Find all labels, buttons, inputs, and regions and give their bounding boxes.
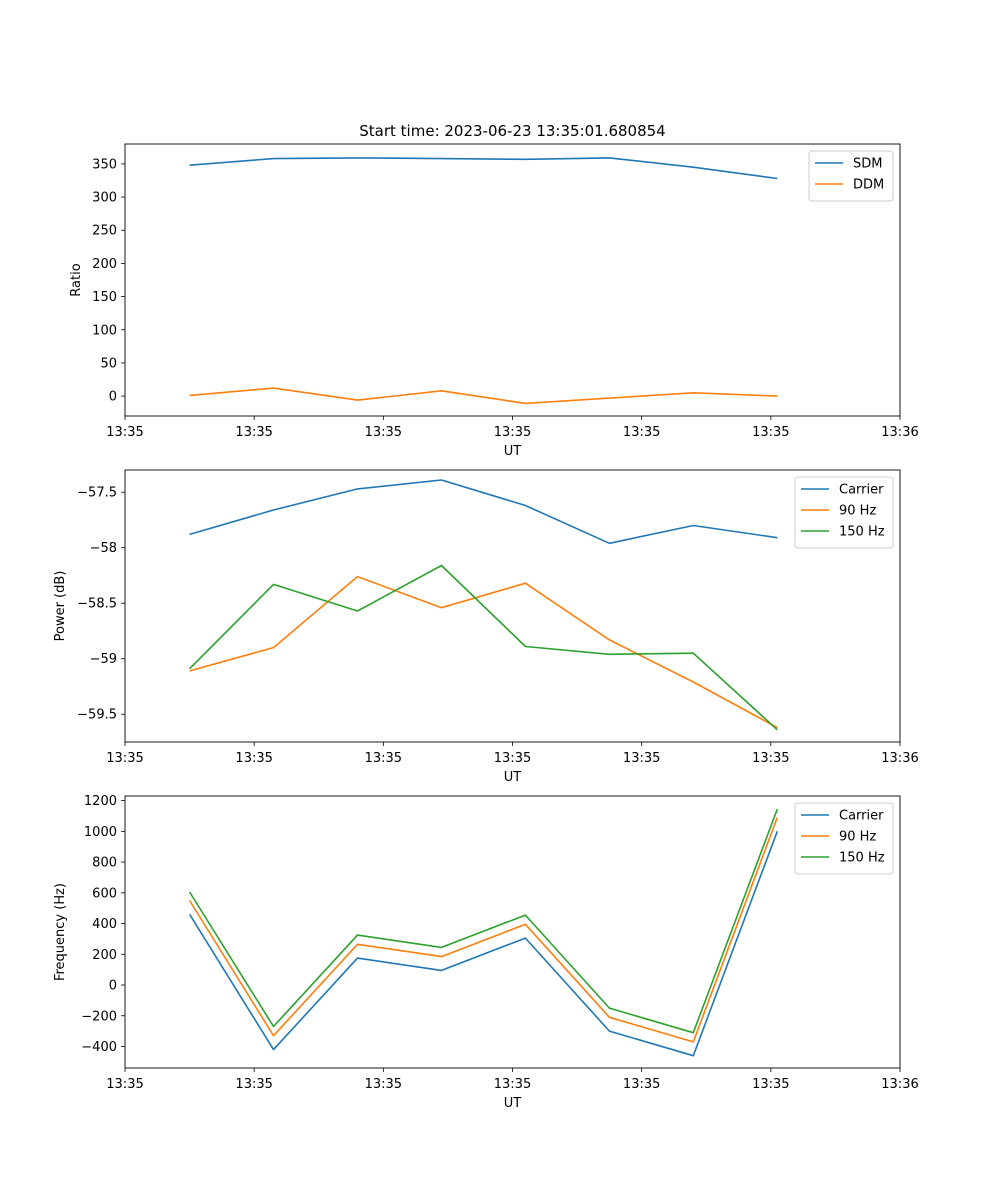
- y-tick-label: 800: [92, 856, 117, 871]
- y-tick-label: 0: [109, 979, 117, 994]
- series-line-150-hz: [188, 808, 779, 1034]
- x-tick-label: 13:35: [623, 425, 660, 440]
- x-tick-label: 13:35: [235, 1077, 272, 1092]
- x-axis-label: UT: [504, 1096, 522, 1111]
- axes-frame: [124, 143, 901, 417]
- x-axis-label: UT: [504, 444, 522, 459]
- y-tick-label: 600: [92, 886, 117, 901]
- y-tick-label: 100: [92, 323, 117, 338]
- x-tick-label: 13:35: [494, 1077, 531, 1092]
- y-axis-label: Power (dB): [53, 571, 68, 642]
- y-tick-label: −200: [81, 1009, 117, 1024]
- x-tick-label: 13:35: [752, 425, 789, 440]
- series-line-carrier: [189, 479, 778, 545]
- x-tick-label: 13:35: [494, 751, 531, 766]
- subplot-1: Start time: 2023-06-23 13:35:01.680854 13…: [69, 122, 919, 459]
- x-tick-label: 13:36: [881, 1077, 918, 1092]
- axes-frame: [124, 795, 901, 1069]
- y-tick-label: −57.5: [77, 486, 117, 501]
- y-tick-label: −58: [90, 541, 117, 556]
- y-axis-label: Frequency (Hz): [53, 883, 68, 981]
- series-line-carrier: [188, 831, 779, 1057]
- y-tick-label: 350: [92, 157, 117, 172]
- subplot-2: 13:35 13:35 13:35 13:35 13:35 13:35 13:36 UT −59…: [53, 469, 919, 785]
- x-tick-label: 13:35: [494, 425, 531, 440]
- y-tick-label: 0: [109, 390, 117, 405]
- y-tick-label: −58.5: [77, 597, 117, 612]
- y-tick-label: −400: [81, 1040, 117, 1055]
- y-tick-label: 250: [92, 224, 117, 239]
- x-tick-label: 13:35: [106, 425, 143, 440]
- chart-title: Start time: 2023-06-23 13:35:01.680854: [359, 122, 665, 140]
- x-tick-label: 13:35: [365, 425, 402, 440]
- legend-label: 150 Hz: [839, 525, 885, 540]
- x-tick-label: 13:35: [623, 1077, 660, 1092]
- x-tick-label: 13:35: [106, 751, 143, 766]
- legend-label: Carrier: [839, 483, 884, 498]
- x-tick-label: 13:35: [235, 425, 272, 440]
- x-tick-label: 13:35: [623, 751, 660, 766]
- legend-label: 90 Hz: [839, 830, 876, 845]
- axes-frame: [124, 469, 901, 743]
- y-tick-label: 50: [100, 356, 117, 371]
- series-line-sdm: [189, 157, 778, 180]
- series-line-90-hz: [189, 575, 778, 729]
- x-tick-label: 13:35: [365, 1077, 402, 1092]
- legend-label: 150 Hz: [839, 851, 885, 866]
- x-tick-label: 13:36: [881, 425, 918, 440]
- legend-label: DDM: [853, 178, 884, 193]
- y-tick-label: 200: [92, 257, 117, 272]
- y-tick-label: 300: [92, 191, 117, 206]
- legend: Carrier 90 Hz 150 Hz: [794, 476, 894, 549]
- x-tick-label: 13:35: [365, 751, 402, 766]
- x-axis-label: UT: [504, 770, 522, 785]
- series-line-90-hz: [188, 817, 779, 1043]
- x-tick-label: 13:35: [752, 751, 789, 766]
- y-tick-label: 200: [92, 948, 117, 963]
- x-tick-label: 13:35: [235, 751, 272, 766]
- legend-label: 90 Hz: [839, 504, 876, 519]
- y-tick-label: 1000: [84, 825, 117, 840]
- x-tick-label: 13:36: [881, 751, 918, 766]
- subplot-3: 13:35 13:35 13:35 13:35 13:35 13:35 13:36 UT −40…: [53, 794, 919, 1111]
- y-axis-label: Ratio: [69, 263, 84, 296]
- legend: SDM DDM: [808, 150, 894, 202]
- x-tick-label: 13:35: [752, 1077, 789, 1092]
- legend-label: Carrier: [839, 809, 884, 824]
- legend-label: SDM: [853, 157, 882, 172]
- y-tick-label: −59.5: [77, 708, 117, 723]
- legend: Carrier 90 Hz 150 Hz: [794, 802, 894, 875]
- y-tick-label: −59: [90, 652, 117, 667]
- series-line-150-hz: [189, 564, 778, 731]
- x-tick-label: 13:35: [106, 1077, 143, 1092]
- y-tick-label: 1200: [84, 794, 117, 809]
- y-tick-label: 400: [92, 917, 117, 932]
- series-line-ddm: [189, 387, 778, 405]
- y-tick-label: 150: [92, 290, 117, 305]
